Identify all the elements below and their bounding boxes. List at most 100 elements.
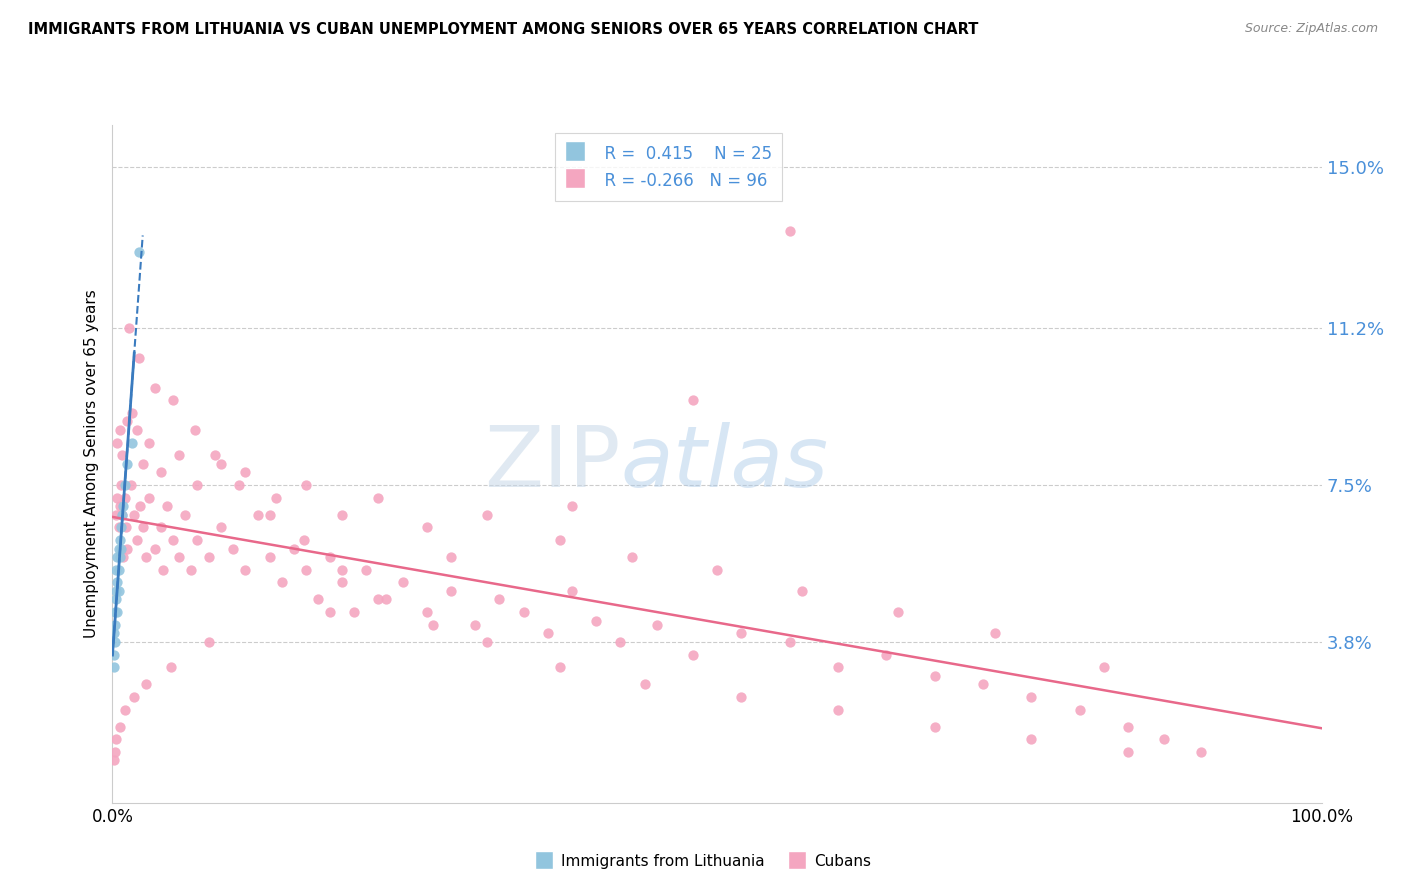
Point — [295, 563, 318, 577]
Point — [128, 351, 150, 365]
Point — [440, 583, 463, 598]
Point — [108, 549, 131, 565]
Point — [135, 677, 157, 691]
Point — [246, 508, 269, 522]
Y-axis label: Unemployment Among Seniors over 65 years: Unemployment Among Seniors over 65 years — [83, 290, 98, 638]
Point — [330, 508, 353, 522]
Point — [114, 520, 136, 534]
Text: ZIP: ZIP — [484, 422, 620, 506]
Text: Source: ZipAtlas.com: Source: ZipAtlas.com — [1244, 22, 1378, 36]
Point — [706, 563, 728, 577]
Point — [343, 605, 366, 619]
Point — [180, 563, 202, 577]
Point — [159, 660, 181, 674]
Point — [183, 423, 205, 437]
Point — [104, 617, 127, 632]
Point — [645, 617, 668, 632]
Point — [105, 583, 128, 598]
Point — [108, 500, 131, 514]
Point — [162, 393, 184, 408]
Point — [103, 648, 125, 662]
Point — [1116, 745, 1139, 759]
Point — [138, 491, 160, 505]
Point — [209, 520, 232, 534]
Point — [204, 448, 226, 462]
Point — [167, 549, 190, 565]
Point — [235, 466, 257, 480]
Point — [464, 617, 486, 632]
Point — [162, 533, 184, 547]
Point — [112, 549, 135, 565]
Point — [548, 533, 571, 547]
Point — [827, 660, 849, 674]
Point — [107, 563, 129, 577]
Point — [105, 549, 128, 565]
Point — [121, 406, 143, 420]
Point — [633, 677, 655, 691]
Point — [105, 563, 128, 577]
Point — [121, 435, 143, 450]
Point — [682, 393, 704, 408]
Point — [330, 575, 353, 590]
Point — [1153, 732, 1175, 747]
Point — [1116, 719, 1139, 733]
Point — [356, 563, 378, 577]
Point — [104, 605, 127, 619]
Point — [132, 520, 155, 534]
Point — [621, 549, 644, 565]
Point — [198, 549, 221, 565]
Point — [228, 478, 250, 492]
Point — [924, 669, 946, 683]
Point — [103, 660, 125, 674]
Point — [114, 491, 136, 505]
Point — [416, 605, 439, 619]
Point — [198, 635, 221, 649]
Point — [111, 508, 134, 522]
Point — [477, 635, 499, 649]
Point — [222, 541, 245, 556]
Point — [110, 478, 132, 492]
Point — [111, 448, 134, 462]
Point — [108, 533, 131, 547]
Point — [143, 380, 166, 394]
Point — [264, 491, 287, 505]
Point — [1069, 703, 1091, 717]
Point — [209, 457, 232, 471]
Point — [122, 690, 145, 704]
Point — [132, 457, 155, 471]
Point — [174, 508, 197, 522]
Point — [107, 520, 129, 534]
Point — [1189, 745, 1212, 759]
Point — [416, 520, 439, 534]
Point — [295, 478, 318, 492]
Point — [283, 541, 305, 556]
Point — [105, 605, 128, 619]
Point — [105, 435, 128, 450]
Point — [779, 635, 801, 649]
Point — [682, 648, 704, 662]
Point — [104, 635, 127, 649]
Point — [235, 563, 257, 577]
Point — [149, 466, 172, 480]
Point — [422, 617, 444, 632]
Point — [1021, 690, 1043, 704]
Point — [138, 435, 160, 450]
Point — [984, 626, 1007, 640]
Point — [107, 541, 129, 556]
Point — [307, 592, 329, 607]
Point — [561, 500, 583, 514]
Point — [790, 583, 813, 598]
Point — [609, 635, 631, 649]
Point — [827, 703, 849, 717]
Point — [585, 614, 607, 628]
Point — [270, 575, 292, 590]
Point — [143, 541, 166, 556]
Point — [103, 626, 125, 640]
Point — [477, 508, 499, 522]
Point — [972, 677, 994, 691]
Point — [779, 224, 801, 238]
Point — [367, 491, 389, 505]
Point — [129, 500, 152, 514]
Point — [105, 575, 128, 590]
Point — [730, 626, 752, 640]
